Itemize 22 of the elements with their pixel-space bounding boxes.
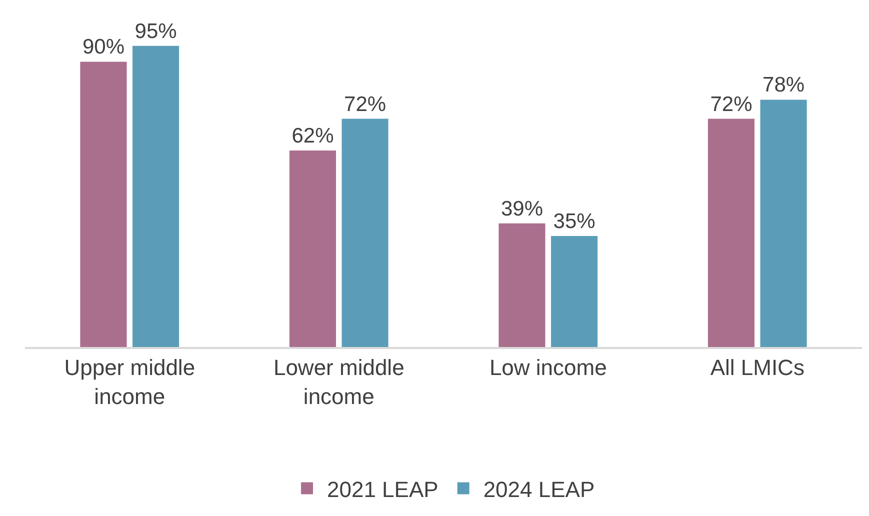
data-label: 95% <box>134 20 177 43</box>
legend-label: 2024 LEAP <box>483 476 595 502</box>
data-label: 90% <box>82 36 124 59</box>
bar <box>289 150 336 347</box>
bar <box>551 236 598 347</box>
x-tick-label: All LMICs <box>710 355 804 380</box>
data-label: 78% <box>762 74 805 97</box>
x-tick-label: Upper middle income <box>64 355 196 409</box>
data-label: 35% <box>553 210 596 234</box>
data-label: 72% <box>344 92 386 116</box>
x-tick-label: Low income <box>489 355 607 380</box>
bar <box>132 46 180 347</box>
bar <box>708 118 754 347</box>
data-label: 62% <box>292 124 334 148</box>
bar <box>760 100 807 347</box>
bar <box>342 118 388 347</box>
bar <box>80 62 127 347</box>
bar <box>498 223 546 347</box>
data-label: 39% <box>500 197 543 220</box>
data-label: 72% <box>710 92 752 116</box>
legend-label: 2021 LEAP <box>327 476 438 502</box>
x-tick-label: Lower middle income <box>273 355 404 409</box>
